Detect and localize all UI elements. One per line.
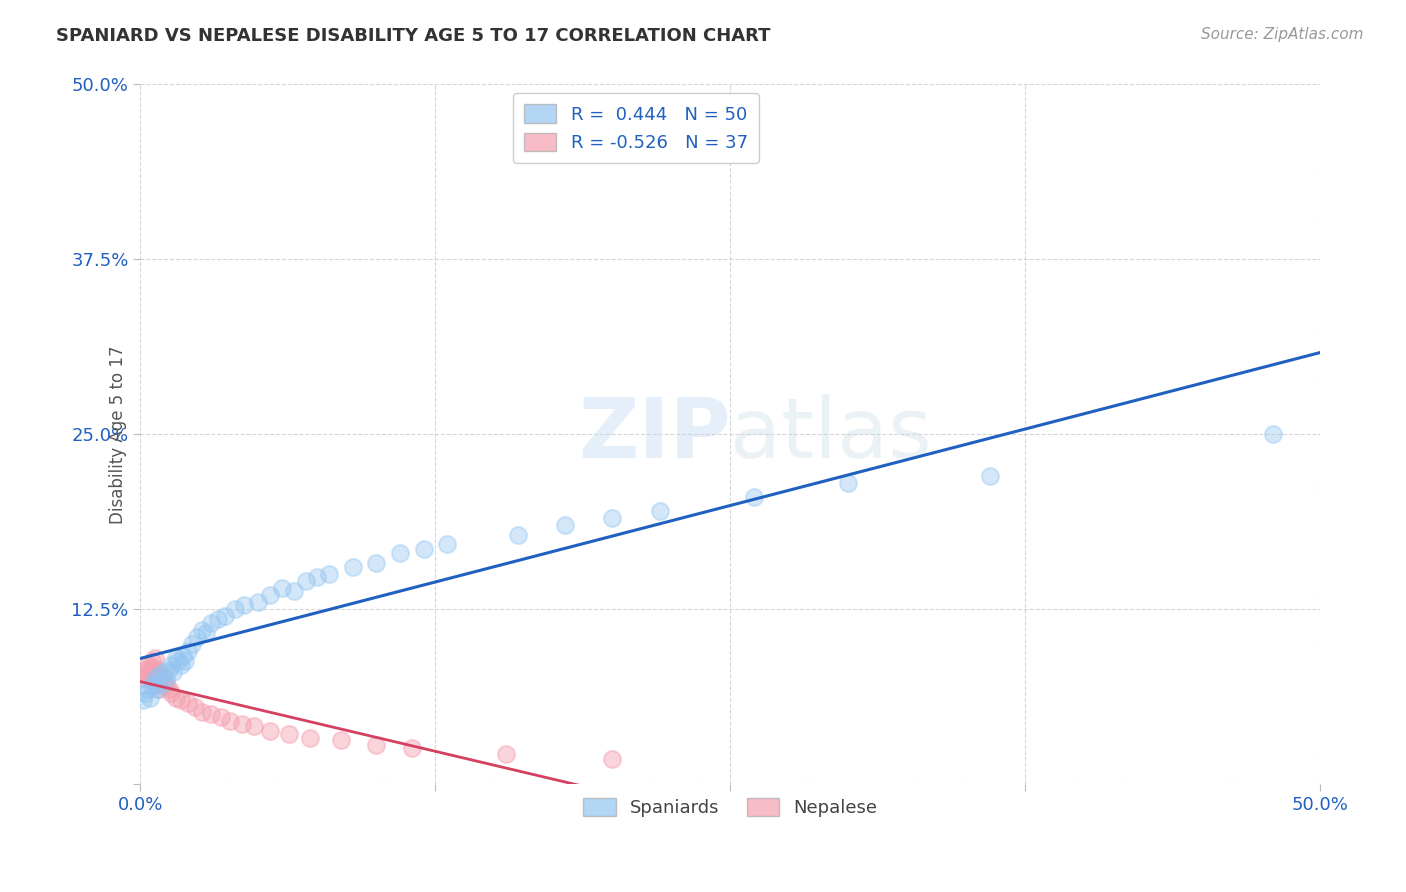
Point — [176, 696, 198, 710]
Point — [160, 658, 183, 673]
Point — [278, 727, 301, 741]
Point — [143, 671, 166, 685]
Point — [165, 690, 187, 705]
Point — [148, 668, 170, 682]
Point — [495, 747, 517, 761]
Text: ZIP: ZIP — [578, 394, 730, 475]
Point — [169, 693, 191, 707]
Point — [412, 542, 434, 557]
Point — [141, 654, 163, 668]
Point — [219, 714, 242, 729]
Point — [214, 609, 236, 624]
Text: atlas: atlas — [730, 394, 932, 475]
Point — [148, 682, 170, 697]
Point — [742, 491, 765, 505]
Point — [231, 717, 253, 731]
Point — [141, 680, 163, 694]
Point — [307, 570, 329, 584]
Point — [342, 560, 364, 574]
Point — [136, 682, 159, 697]
Point — [148, 673, 170, 687]
Point — [181, 637, 204, 651]
Point — [146, 663, 169, 677]
Point — [141, 661, 163, 675]
Point — [157, 663, 180, 677]
Point — [174, 654, 197, 668]
Point — [602, 511, 624, 525]
Point — [136, 658, 159, 673]
Point — [134, 686, 156, 700]
Point — [247, 595, 270, 609]
Point — [155, 673, 177, 687]
Point — [153, 665, 176, 680]
Point — [169, 658, 191, 673]
Point — [259, 589, 281, 603]
Point — [207, 612, 229, 626]
Point — [160, 686, 183, 700]
Point — [200, 616, 222, 631]
Point — [191, 705, 214, 719]
Point — [233, 599, 256, 613]
Point — [271, 582, 294, 596]
Point — [602, 752, 624, 766]
Point — [330, 732, 353, 747]
Point — [172, 648, 194, 663]
Point — [132, 665, 155, 680]
Point — [136, 668, 159, 682]
Point — [150, 676, 173, 690]
Point — [979, 469, 1001, 483]
Point — [143, 673, 166, 687]
Point — [155, 676, 177, 690]
Point — [134, 673, 156, 687]
Point — [139, 690, 162, 705]
Point — [209, 710, 232, 724]
Point — [186, 631, 208, 645]
Point — [318, 567, 340, 582]
Point — [554, 518, 576, 533]
Point — [1263, 427, 1285, 442]
Point — [153, 680, 176, 694]
Point — [162, 665, 184, 680]
Text: SPANIARD VS NEPALESE DISABILITY AGE 5 TO 17 CORRELATION CHART: SPANIARD VS NEPALESE DISABILITY AGE 5 TO… — [56, 27, 770, 45]
Text: Source: ZipAtlas.com: Source: ZipAtlas.com — [1201, 27, 1364, 42]
Point — [648, 504, 671, 518]
Point — [283, 584, 305, 599]
Legend: Spaniards, Nepalese: Spaniards, Nepalese — [576, 790, 884, 824]
Point — [366, 738, 388, 752]
Point — [191, 624, 214, 638]
Point — [167, 654, 190, 668]
Y-axis label: Disability Age 5 to 17: Disability Age 5 to 17 — [108, 345, 127, 524]
Point — [165, 651, 187, 665]
Point — [506, 528, 529, 542]
Point — [132, 693, 155, 707]
Point — [143, 676, 166, 690]
Point — [157, 682, 180, 697]
Point — [146, 682, 169, 697]
Point — [837, 476, 859, 491]
Point — [366, 556, 388, 570]
Point — [389, 546, 412, 560]
Point — [299, 731, 322, 746]
Point — [176, 644, 198, 658]
Point — [401, 741, 423, 756]
Point — [224, 602, 246, 616]
Point — [200, 707, 222, 722]
Point — [259, 724, 281, 739]
Point — [242, 718, 264, 732]
Point — [183, 700, 205, 714]
Point — [195, 626, 218, 640]
Point — [139, 665, 162, 680]
Point — [436, 536, 458, 550]
Point — [143, 651, 166, 665]
Point — [146, 676, 169, 690]
Point — [134, 663, 156, 677]
Point — [150, 668, 173, 682]
Point — [294, 574, 316, 589]
